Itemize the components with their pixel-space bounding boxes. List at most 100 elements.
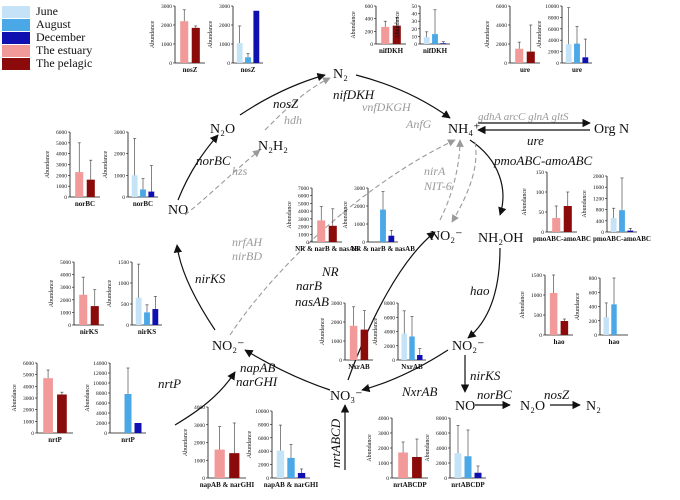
chart-tick-label: 1000 (194, 458, 205, 464)
chart-bar (276, 450, 285, 478)
chart-label: hao (554, 338, 565, 346)
chart-axis-title: Abundance (582, 190, 588, 218)
chart-axis-title: Abundance (107, 280, 113, 308)
chart-tick-label: 400 (589, 305, 598, 311)
chart-nosZ-pair: 0 1000 2000 3000 Abundance nosZ (150, 4, 205, 74)
chart-label: hao (609, 338, 620, 346)
chart-bar (191, 27, 200, 64)
chart-tick-label: 1500 (118, 260, 129, 266)
chart-tick-label: 4000 (194, 405, 205, 411)
chart-bar (515, 48, 524, 63)
compounds: N₂ NH₄⁺ Org N N₂O N₂H₂ NO NO₂⁻ NH₂OH NO₂… (168, 67, 629, 414)
chart-napAB-pair: 0 1000 2000 3000 4000 Abundance napAB & narGHI (183, 405, 254, 489)
chart-tick-label: 2000 (23, 408, 34, 414)
chart-bar (417, 355, 423, 360)
chart-tick-label: 2000 (331, 320, 342, 326)
chart-nxr-season: 0 2000 4000 6000 8000 Abundance NxrAB (373, 301, 426, 371)
chart-bar (565, 44, 572, 63)
chart-bar (297, 472, 306, 478)
legend-item-estuary: The estuary (2, 44, 92, 57)
chart-bar (611, 304, 617, 335)
chart-tick-label: 4000 (436, 446, 447, 452)
chart-tick-label: 200 (365, 29, 374, 35)
chart-nrtABCD-season: 0 2000 4000 6000 8000 Abundance nrtABCDP (425, 416, 486, 489)
gene-nr: NR (321, 264, 339, 279)
gene-labels: nosZ nifDKH norBC nirKS ure pmoABC-amoAB… (158, 87, 593, 468)
chart-tick-label: 3000 (354, 186, 365, 192)
chart-tick-label: 1000 (60, 310, 71, 316)
chart-tick-label: 1000 (161, 42, 172, 48)
gene-norbc-bottom: norBC (477, 387, 512, 402)
chart-tick-label: 600 (365, 4, 374, 10)
legend: June August December The estuary The pel… (2, 5, 92, 70)
chart-tick-label: 500 (121, 302, 130, 308)
chart-tick-label: 5000 (56, 141, 67, 147)
chart-tick-label: 1000 (56, 184, 67, 190)
chart-tick-label: 0 (202, 476, 205, 482)
gene-nit6: NIT-6 (423, 179, 452, 193)
chart-tick-label: 800 (589, 276, 598, 282)
chart-bar (401, 333, 407, 360)
chart-bar (392, 25, 401, 44)
chart-tick-label: 1200 (593, 196, 604, 202)
chart-tick-label: 3000 (161, 4, 172, 10)
chart-bar (603, 317, 609, 335)
chart-tick-label: 0 (122, 195, 125, 201)
chart-tick-label: 30 (412, 19, 418, 25)
legend-label-pelagic: The pelagic (36, 56, 93, 70)
chart-label: nosZ (241, 66, 256, 74)
chart-tick-label: 4000 (496, 23, 507, 29)
compound-no2-right: NO₂⁻ (452, 339, 485, 354)
chart-bar (229, 453, 240, 478)
chart-axis-title: Abundance (49, 280, 55, 308)
chart-bar (474, 472, 482, 478)
chart-bar (464, 456, 472, 478)
chart-tick-label: 0 (541, 230, 544, 236)
chart-tick-label: 0 (444, 476, 447, 482)
legend-label-december: December (36, 30, 86, 44)
chart-axis-title: Abundance (150, 21, 156, 49)
chart-tick-label: 2000 (354, 204, 365, 210)
chart-bar (349, 325, 358, 360)
chart-nifDKH-pair: 0 200 400 600 Abundance nifDKH (351, 4, 406, 55)
chart-tick-label: 3000 (298, 217, 309, 223)
chart-bar (432, 34, 438, 44)
chart-tick-label: 2000 (593, 174, 604, 180)
compound-nh4: NH₄⁺ (448, 122, 481, 137)
compound-n2-top: N₂ (333, 67, 348, 82)
chart-axis-title: Abundance (522, 188, 528, 216)
chart-tick-label: 600 (589, 290, 598, 296)
chart-tick-label: 10000 (545, 4, 559, 10)
chart-tick-label: 0 (126, 323, 129, 329)
chart-bar (131, 175, 138, 197)
chart-tick-label: 3000 (378, 431, 389, 437)
legend-item-august: August (2, 18, 92, 31)
legend-item-december: December (2, 31, 92, 44)
gene-nosz-bottom: nosZ (544, 387, 570, 402)
chart-tick-label: 100 (536, 190, 545, 196)
chart-axis-title: Abundance (520, 291, 526, 319)
chart-axis-title: Abundance (103, 151, 109, 179)
chart-label: nirKS (80, 328, 98, 336)
chart-tick-label: 0 (539, 333, 542, 339)
chart-hao-season: 0 200 400 600 800 Abundance hao (575, 276, 628, 346)
chart-tick-label: 2000 (56, 173, 67, 179)
chart-tick-label: 3000 (194, 423, 205, 429)
chart-norBC-season: 0 1000 2000 3000 Abundance norBC (103, 130, 158, 208)
chart-axis-title: Abundance (485, 21, 491, 49)
chart-tick-label: 0 (392, 358, 395, 364)
chart-label: nrtABCDP (451, 481, 485, 489)
gene-nosz: nosZ (273, 96, 299, 111)
chart-nrtP-pair: 0 1000 2000 3000 4000 5000 6000 Abundance nrtP (12, 361, 73, 444)
chart-tick-label: 1000 (23, 419, 34, 425)
chart-tick-label: 6000 (496, 4, 507, 10)
chart-tick-label: 3000 (331, 301, 342, 307)
chart-tick-label: 0 (169, 61, 172, 67)
chart-tick-label: 4000 (298, 209, 309, 215)
gene-nirks-bottom: nirKS (470, 368, 501, 383)
gene-nrtabcd: nrtABCD (328, 418, 343, 468)
dashed-no2-to-nh4 (229, 139, 456, 336)
chart-nirKS-pair: 0 1000 2000 3000 4000 5000 Abundance nirKS (49, 260, 104, 336)
compound-nh2oh: NH₂OH (478, 231, 523, 246)
